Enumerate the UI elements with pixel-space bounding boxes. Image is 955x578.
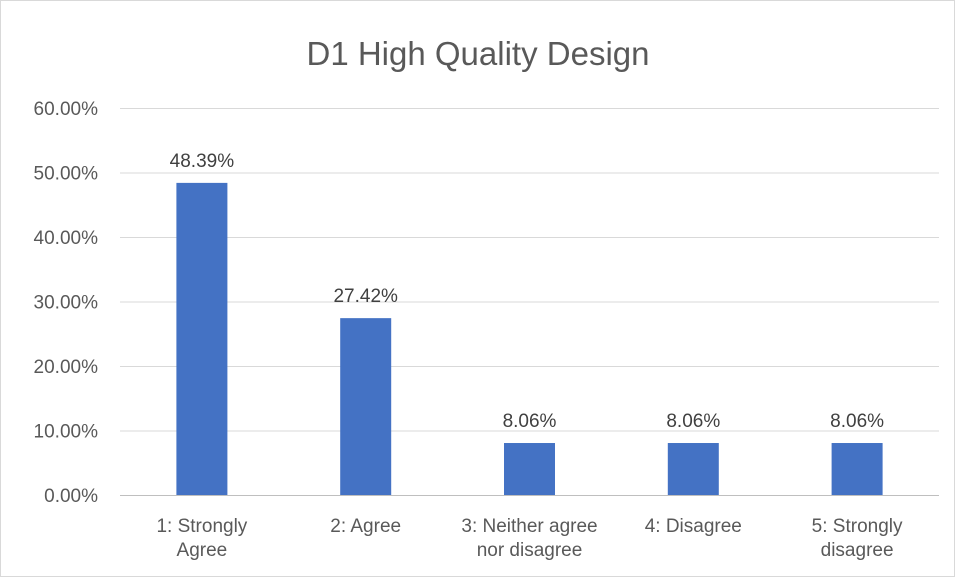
y-axis-tick-labels: 0.00% 10.00% 20.00% 30.00% 40.00% 50.00% 60.00… xyxy=(34,99,99,507)
category-label: Agree xyxy=(177,540,228,561)
category-label: 2: Agree xyxy=(330,516,401,537)
data-label: 8.06% xyxy=(503,411,557,432)
bar xyxy=(667,443,719,495)
y-tick-label: 20.00% xyxy=(34,357,99,378)
data-label: 8.06% xyxy=(666,411,720,432)
category-label: nor disagree xyxy=(477,540,583,561)
x-axis-category-labels: 1: Strongly Agree 2: Agree 3: Neither agree… xyxy=(156,516,903,561)
data-label: 8.06% xyxy=(830,411,884,432)
data-labels: 48.39% 27.42% 8.06% 8.06% 8.06% xyxy=(170,151,884,432)
data-label: 48.39% xyxy=(170,151,235,172)
data-label: 27.42% xyxy=(333,286,398,307)
y-tick-label: 50.00% xyxy=(34,164,99,185)
category-label: 3: Neither agree xyxy=(461,516,597,537)
chart-title: D1 High Quality Design xyxy=(307,35,650,72)
y-tick-label: 60.00% xyxy=(34,99,99,120)
category-label: 1: Strongly xyxy=(156,516,247,537)
bar xyxy=(176,182,228,495)
category-label: 4: Disagree xyxy=(645,516,742,537)
y-tick-label: 10.00% xyxy=(34,422,99,443)
gridlines xyxy=(120,108,939,496)
y-tick-label: 0.00% xyxy=(44,486,98,507)
y-tick-label: 40.00% xyxy=(34,228,99,249)
bar xyxy=(831,443,883,495)
y-tick-label: 30.00% xyxy=(34,293,99,314)
category-label: disagree xyxy=(821,540,894,561)
bar xyxy=(504,443,555,495)
category-label: 5: Strongly xyxy=(812,516,903,537)
bar xyxy=(340,318,392,495)
bars xyxy=(176,182,883,495)
